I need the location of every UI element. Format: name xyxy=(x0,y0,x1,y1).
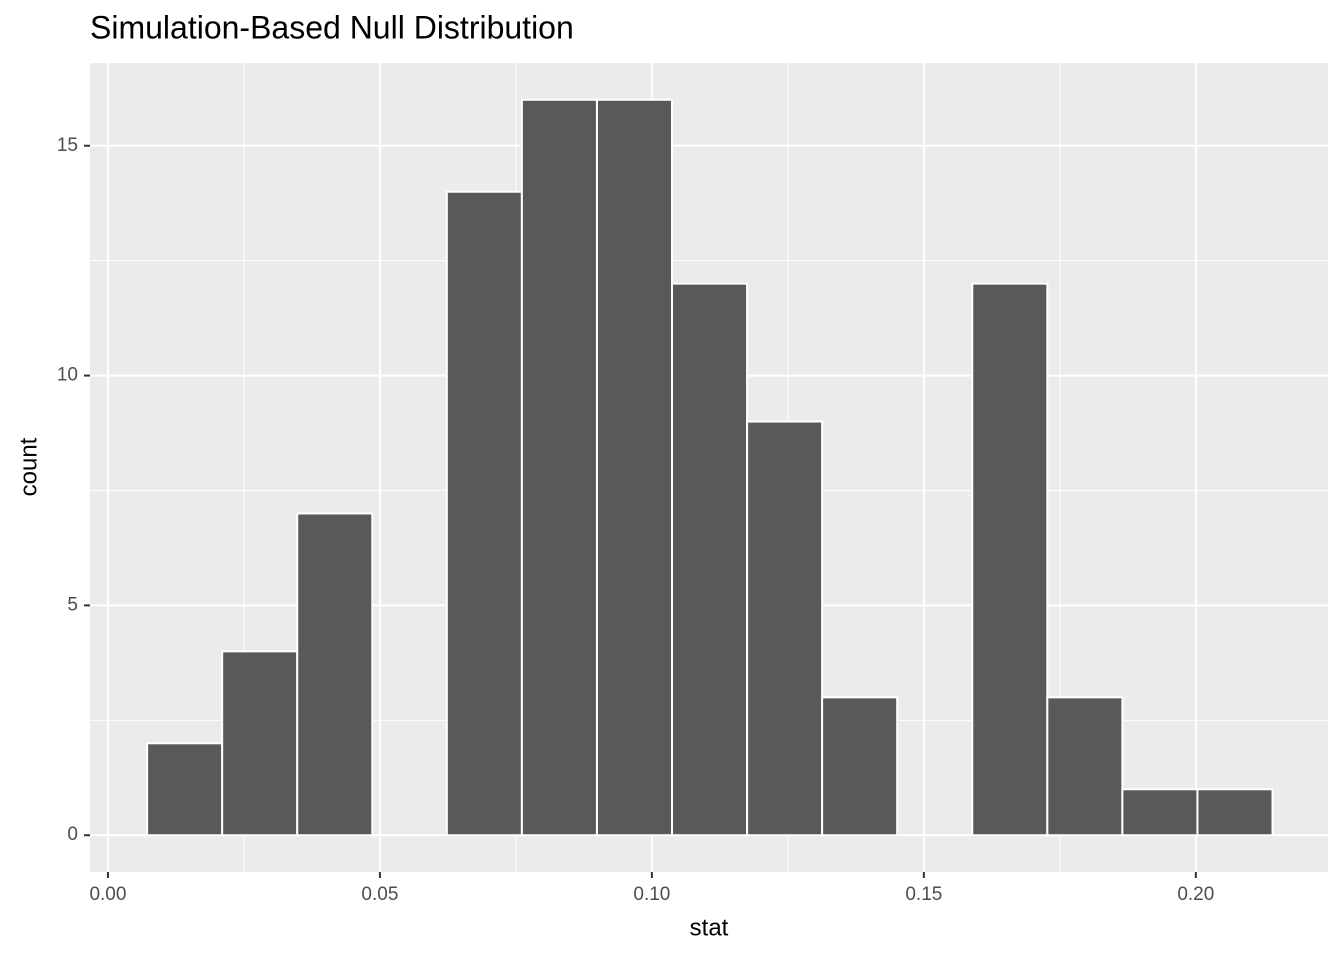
bar xyxy=(1046,696,1124,837)
bar xyxy=(971,282,1049,837)
x-tick-label: 0.20 xyxy=(1177,884,1214,905)
bar xyxy=(821,696,899,837)
bar xyxy=(1196,788,1274,837)
bar xyxy=(146,742,224,837)
axes: 0.00 0.05 0.10 0.15 0.20 0 5 10 15 xyxy=(57,135,1214,905)
x-axis-title: stat xyxy=(690,914,729,941)
y-tick-label: 5 xyxy=(67,594,78,615)
x-tick-label: 0.15 xyxy=(905,884,942,905)
y-tick-label: 10 xyxy=(57,365,78,386)
bar xyxy=(1121,788,1199,837)
chart-title: Simulation-Based Null Distribution xyxy=(90,9,574,45)
y-axis-title: count xyxy=(15,437,42,496)
x-tick-label: 0.00 xyxy=(89,884,126,905)
bars xyxy=(146,98,1274,837)
bar xyxy=(296,512,374,837)
bar xyxy=(221,650,299,837)
bar xyxy=(746,420,824,837)
bar xyxy=(595,98,674,837)
bar xyxy=(445,190,523,837)
y-tick-label: 0 xyxy=(67,824,78,845)
y-tick-label: 15 xyxy=(57,135,78,156)
x-tick-label: 0.05 xyxy=(361,884,398,905)
bar xyxy=(520,98,598,837)
x-tick-label: 0.10 xyxy=(633,884,670,905)
bar xyxy=(671,282,749,837)
